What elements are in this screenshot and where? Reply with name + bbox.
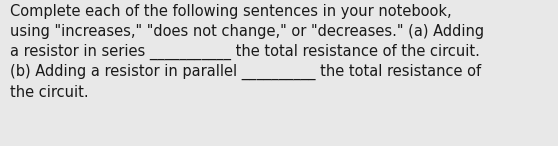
Text: Complete each of the following sentences in your notebook,
using "increases," "d: Complete each of the following sentences… xyxy=(10,4,484,100)
